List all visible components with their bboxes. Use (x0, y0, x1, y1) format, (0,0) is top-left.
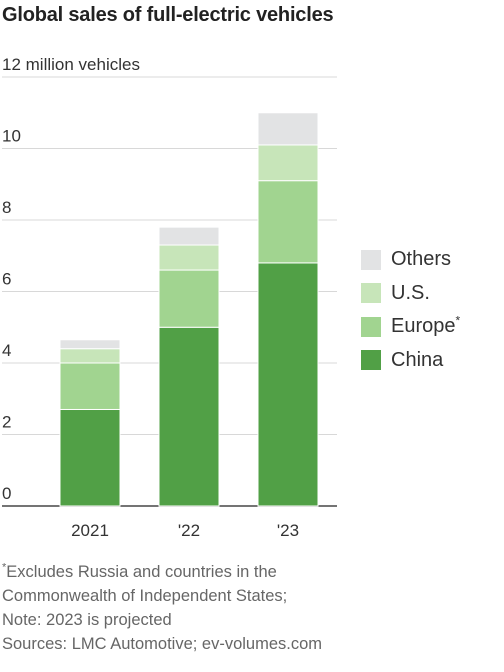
y-tick-label: 12 million vehicles (2, 55, 140, 74)
legend-label: Europe* (391, 313, 461, 338)
legend-item-us: U.S. (361, 277, 460, 311)
y-tick-label: 0 (2, 484, 11, 503)
x-tick-label: 2021 (71, 521, 109, 540)
legend-label: Others (391, 248, 452, 271)
bar-segment-others (257, 112, 319, 146)
footnote-marker: * (2, 561, 7, 574)
y-tick-label: 8 (2, 198, 11, 217)
bar-segment-china (257, 262, 319, 507)
bar-segment-others (158, 226, 220, 246)
legend-swatch (361, 316, 381, 337)
bar-segment-europe (158, 269, 220, 328)
legend-item-europe: Europe* (361, 310, 460, 344)
bar-segment-others (59, 339, 121, 350)
bars (59, 112, 319, 507)
legend: Others U.S. Europe* China (361, 243, 460, 377)
y-tick-label: 4 (2, 341, 11, 360)
bar-segment-us (158, 244, 220, 271)
legend-label: U.S. (391, 281, 430, 304)
tick-labels: 0 2 4 6 8 10 12 million vehicles 2021 '22 '23 (2, 55, 299, 540)
bar-segment-china (59, 408, 121, 507)
bar-segment-china (158, 326, 220, 507)
legend-item-china: China (361, 344, 460, 378)
chart-plot: 0 2 4 6 8 10 12 million vehicles 2021 '22 '23 (2, 55, 337, 540)
x-tick-label: '23 (277, 521, 299, 540)
legend-swatch (361, 283, 381, 304)
bar-segment-us (59, 348, 121, 364)
legend-swatch (361, 350, 381, 371)
legend-item-others: Others (361, 243, 460, 277)
y-tick-label: 10 (2, 127, 21, 146)
chart-title: Global sales of full-electric vehicles (2, 4, 334, 26)
bar-segment-europe (59, 362, 121, 410)
footnote-note: Note: 2023 is projected (2, 611, 172, 629)
y-tick-label: 6 (2, 270, 11, 289)
bar-segment-europe (257, 180, 319, 264)
legend-footnote-marker: * (455, 313, 461, 328)
legend-label: China (391, 348, 444, 371)
legend-swatch (361, 249, 381, 270)
y-tick-label: 2 (2, 413, 11, 432)
footnote-sources: Sources: LMC Automotive; ev-volumes.com (2, 635, 323, 653)
x-tick-label: '22 (178, 521, 200, 540)
footnotes: *Excludes Russia and countries in the Co… (2, 560, 322, 656)
footnote-line-1: *Excludes Russia and countries in the (2, 561, 277, 581)
bar-segment-us (257, 144, 319, 182)
footnote-line-2: Commonwealth of Independent States; (2, 587, 288, 605)
